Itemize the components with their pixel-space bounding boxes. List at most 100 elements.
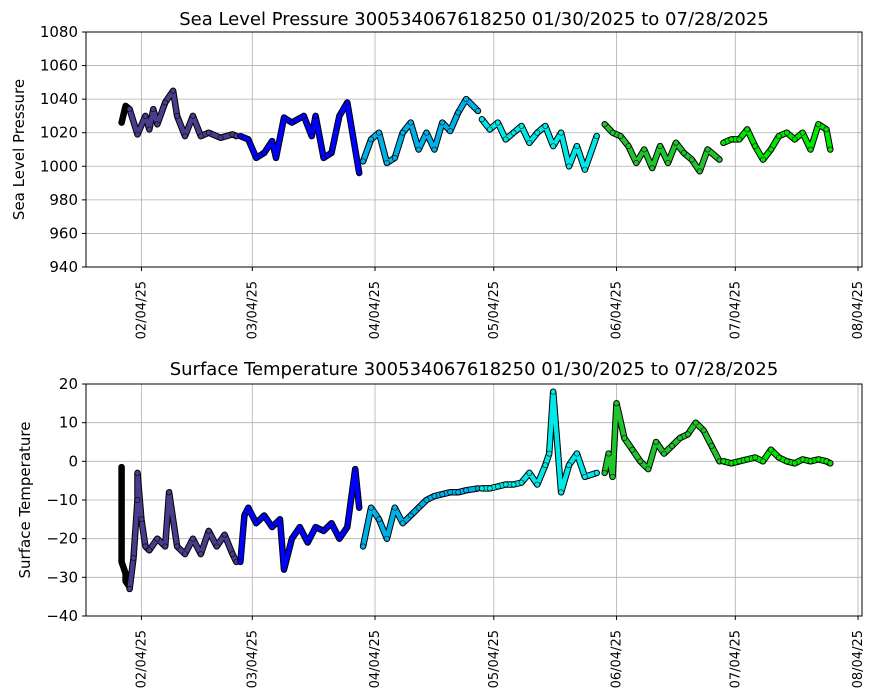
y-tick-label: 10 — [59, 414, 78, 432]
data-point — [296, 524, 303, 530]
y-axis-label: Sea Level Pressure — [10, 79, 28, 220]
data-point — [391, 154, 398, 161]
data-point — [423, 497, 430, 503]
data-point — [463, 96, 469, 102]
data-point — [542, 123, 549, 129]
data-point — [684, 431, 691, 438]
data-point — [320, 154, 327, 161]
chart-title: Sea Level Pressure 300534067618250 01/30… — [179, 9, 769, 30]
data-point — [288, 119, 295, 126]
series-2-line — [238, 100, 362, 176]
data-point — [146, 126, 153, 133]
data-point — [439, 119, 446, 126]
data-point — [189, 535, 196, 542]
data-point — [118, 559, 125, 565]
data-point — [613, 400, 620, 407]
data-point — [447, 489, 454, 496]
data-point — [486, 126, 493, 133]
data-point — [645, 466, 652, 472]
data-point — [431, 146, 438, 153]
data-point — [502, 136, 509, 143]
data-point — [641, 146, 648, 153]
data-point — [455, 109, 462, 116]
data-point — [510, 481, 517, 488]
data-point — [558, 489, 564, 496]
data-point — [407, 119, 414, 126]
data-point — [593, 133, 600, 139]
data-point — [582, 473, 588, 480]
data-point — [122, 570, 129, 577]
data-point — [546, 450, 553, 457]
data-point — [281, 114, 287, 121]
x-tick-label: 07/04/25 — [728, 281, 743, 339]
data-point — [665, 159, 671, 166]
x-tick-label: 03/04/25 — [245, 281, 260, 339]
data-point — [526, 139, 533, 146]
x-tick-label: 06/04/25 — [610, 630, 625, 688]
x-tick-label: 04/04/25 — [368, 630, 383, 688]
data-point — [344, 99, 351, 106]
data-point — [550, 143, 557, 149]
series-5-outline — [601, 400, 723, 481]
data-point — [799, 129, 806, 136]
data-point — [815, 121, 822, 128]
y-tick-label: 960 — [49, 224, 78, 242]
data-point — [189, 113, 196, 119]
x-tick-label: 08/04/25 — [851, 630, 866, 688]
data-point — [696, 168, 703, 175]
data-point — [621, 435, 628, 441]
data-point — [150, 106, 157, 113]
data-point — [799, 456, 806, 463]
data-point — [807, 458, 814, 465]
data-point — [269, 524, 275, 530]
data-point — [356, 504, 363, 511]
data-point — [134, 497, 141, 503]
data-point — [653, 439, 659, 445]
data-point — [574, 143, 580, 149]
x-tick-label: 04/04/25 — [368, 281, 383, 339]
series-4-line — [479, 389, 599, 495]
data-point — [478, 485, 485, 492]
data-point — [376, 129, 382, 136]
data-point — [182, 551, 188, 557]
data-point — [455, 489, 462, 496]
data-point — [241, 512, 248, 519]
data-point — [261, 149, 268, 156]
data-point — [605, 450, 612, 457]
data-point — [760, 458, 766, 465]
data-point — [174, 113, 180, 119]
data-point — [752, 143, 758, 149]
y-tick-label: 940 — [49, 258, 78, 276]
data-point — [174, 543, 180, 550]
data-point — [680, 149, 687, 156]
data-point — [221, 531, 228, 538]
data-point — [827, 146, 834, 153]
data-point — [617, 133, 624, 139]
data-point — [138, 516, 145, 523]
x-tick-label: 03/04/25 — [245, 630, 260, 688]
data-point — [716, 156, 723, 163]
data-point — [760, 156, 766, 163]
x-tick-label: 07/04/25 — [728, 630, 743, 688]
x-tick-label: 02/04/25 — [134, 630, 149, 688]
data-point — [542, 462, 549, 469]
data-point — [601, 469, 608, 476]
data-point — [407, 512, 414, 519]
data-point — [352, 466, 359, 472]
data-point — [281, 566, 287, 573]
data-point — [518, 123, 525, 129]
data-point — [360, 158, 366, 165]
x-tick-label: 05/04/25 — [487, 630, 502, 688]
data-point — [807, 146, 814, 153]
y-tick-label: −30 — [46, 568, 78, 586]
data-point — [720, 458, 727, 465]
data-point — [423, 129, 430, 136]
data-point — [166, 489, 172, 496]
temperature-chart: −40 −30 −20 −10 0 10 20 02/04/25 03/04/25 04/04/2… — [16, 359, 866, 688]
data-point — [142, 543, 149, 550]
data-point — [637, 458, 644, 465]
data-point — [601, 121, 608, 128]
x-tick-label: 05/04/25 — [487, 281, 502, 339]
data-point — [700, 427, 707, 434]
data-point — [217, 134, 224, 141]
